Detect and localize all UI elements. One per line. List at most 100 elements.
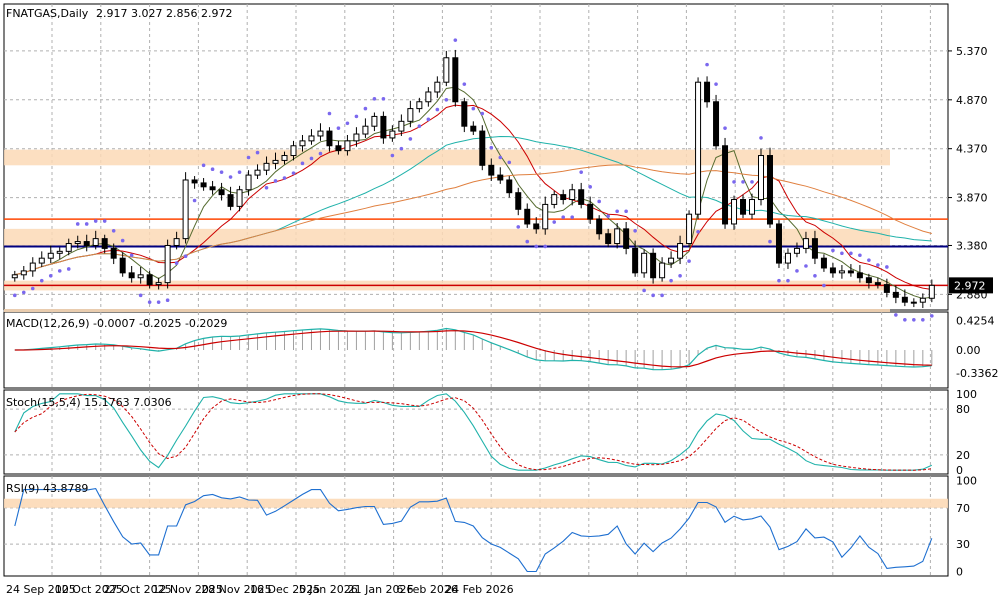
sar-dot [318, 151, 323, 156]
sar-dot [687, 259, 691, 263]
price-zone [4, 309, 890, 313]
candle-body [470, 125, 477, 132]
candle-body [29, 262, 36, 272]
sar-dot [399, 146, 404, 151]
sar-dot [201, 163, 206, 168]
sar-dot [588, 185, 592, 189]
sar-dot [471, 106, 476, 111]
sar-dot [840, 251, 844, 256]
sar-dot [669, 278, 673, 283]
candle-body [865, 277, 872, 284]
stoch-tick-label: 0 [956, 464, 963, 477]
rsi-tick-label: 70 [956, 502, 970, 515]
candle-body [452, 57, 459, 103]
candle-body [838, 270, 845, 274]
x-tick-label: 5 Jan 2026 [299, 583, 358, 596]
sar-dot [300, 161, 305, 166]
candle-body [245, 174, 252, 191]
sar-dot [417, 124, 422, 129]
candle-body [137, 274, 144, 279]
sar-dot [651, 293, 655, 298]
sar-dot [273, 179, 278, 183]
last-price-badge [949, 277, 993, 294]
sar-dot [228, 175, 233, 179]
sar-dot [102, 219, 107, 223]
sar-dot [426, 117, 431, 122]
sar-dot [534, 244, 539, 249]
candle-body [47, 252, 54, 259]
candle-body [191, 179, 198, 184]
candle-body [740, 199, 747, 215]
sar-dot [723, 126, 727, 130]
sar-dot [408, 137, 413, 141]
sar-dot [579, 170, 583, 174]
sar-dot [138, 293, 143, 298]
candle-body [775, 223, 782, 264]
stoch-tick-label: 20 [956, 449, 970, 462]
candle-body [892, 291, 899, 298]
candle-body [20, 270, 27, 276]
candle-body [542, 203, 549, 230]
sar-dot [750, 180, 754, 184]
candle-body [362, 125, 369, 135]
sar-dot [660, 293, 664, 298]
sar-dot [543, 244, 548, 249]
candle-body [488, 164, 495, 176]
sar-dot [372, 97, 377, 101]
candle-body [686, 213, 693, 245]
y-tick-label: 3.380 [956, 239, 988, 252]
sar-dot [921, 317, 925, 322]
sar-dot [912, 317, 916, 322]
candle-body [65, 243, 72, 252]
sar-dot [453, 38, 458, 42]
candle-body [416, 101, 423, 110]
sar-dot [345, 121, 350, 126]
sar-dot [129, 253, 134, 258]
candle-body [353, 133, 360, 142]
rsi-tick-label: 30 [956, 538, 970, 551]
macd-tick-label: 0.4254 [956, 315, 995, 328]
rsi-tick-label: 0 [956, 565, 963, 578]
candle-body [614, 228, 621, 245]
x-tick-label: 10 Oct 2025 [55, 583, 123, 596]
rsi-tick-label: 100 [956, 475, 977, 488]
sar-dot [570, 215, 574, 219]
candle-body [596, 218, 603, 235]
candle-body [281, 155, 288, 161]
sar-dot [867, 258, 871, 262]
macd-signal-line [14, 330, 932, 368]
candle-body [910, 301, 917, 304]
macd-tick-label: -0.3362 [956, 367, 998, 380]
candle-body [317, 130, 324, 137]
sar-dot [831, 248, 835, 253]
x-tick-label: 27 Oct 2025 [104, 583, 172, 596]
sar-dot [147, 300, 152, 304]
candle-body [236, 189, 243, 207]
sar-dot [858, 253, 862, 258]
candle-body [299, 140, 306, 147]
sar-dot [57, 269, 62, 273]
sar-dot [309, 156, 314, 161]
candle-body [847, 270, 854, 274]
stoch-k-line [14, 393, 933, 471]
candle-body [110, 247, 117, 259]
candle-body [200, 182, 207, 188]
candle-body [101, 238, 108, 249]
candle-body [344, 140, 351, 152]
stoch-tick-label: 100 [956, 388, 977, 401]
rsi-overbought-zone [4, 498, 948, 508]
candle-body [632, 247, 639, 274]
sar-dot [615, 209, 619, 214]
y-tick-label: 4.370 [956, 143, 988, 156]
sar-dot [363, 106, 368, 111]
macd-tick-label: 0.00 [956, 344, 981, 357]
candle-body [506, 179, 513, 194]
x-tick-label: 28 Nov 2025 [201, 583, 271, 596]
sar-dot [705, 62, 709, 67]
sar-dot [444, 98, 449, 102]
candle-body [83, 241, 90, 246]
sar-dot [462, 82, 467, 86]
sar-dot [12, 293, 17, 298]
sar-dot [525, 239, 530, 244]
sar-dot [768, 239, 772, 244]
